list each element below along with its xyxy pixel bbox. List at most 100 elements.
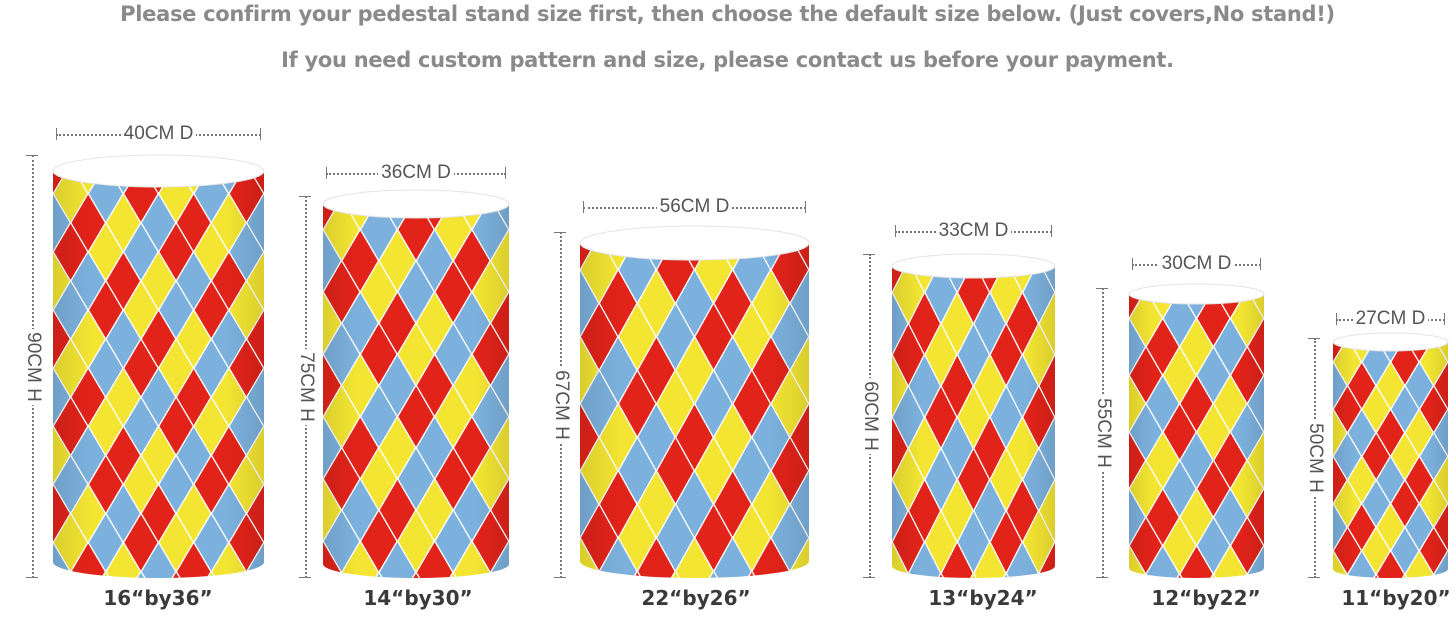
pattern-diamond — [1449, 292, 1455, 337]
pattern-diamond — [1056, 512, 1087, 572]
cylinder-top — [891, 253, 1056, 279]
pedestal-cover-5 — [1128, 283, 1265, 578]
diameter-dimension: 30CM D — [1132, 253, 1261, 275]
diameter-label: 56CM D — [656, 196, 733, 218]
pattern-diamond — [300, 107, 333, 163]
height-dimension: 90CM H — [22, 155, 44, 578]
dimension-cap — [326, 167, 327, 179]
pattern-diamond — [1265, 405, 1297, 460]
pattern-diamond — [510, 386, 545, 446]
pattern-diamond — [848, 572, 884, 617]
pattern-diamond — [529, 168, 564, 228]
dimension-cap — [805, 201, 806, 213]
pattern-diamond — [510, 324, 545, 384]
diameter-dimension: 56CM D — [583, 196, 806, 218]
height-dimension: 75CM H — [295, 196, 317, 578]
pattern-diamond — [543, 170, 579, 235]
pedestal-cover-2 — [322, 189, 510, 578]
pattern-diamond — [510, 449, 545, 509]
pattern-diamond — [1089, 574, 1120, 617]
pattern-diamond — [265, 107, 298, 163]
dimension-cap — [1260, 258, 1261, 270]
pattern-diamond — [1449, 434, 1455, 479]
pattern-diamond — [1056, 387, 1087, 447]
dimension-cap — [1336, 313, 1337, 325]
pattern-diamond — [1096, 575, 1128, 617]
size-option-label: 16“by36” — [103, 586, 213, 610]
pattern-diamond — [860, 200, 891, 260]
diameter-dimension: 33CM D — [895, 220, 1052, 242]
pattern-diamond — [771, 572, 808, 578]
pattern-diamond — [1089, 200, 1120, 260]
height-label: 55CM H — [1092, 395, 1114, 471]
pattern-diamond — [543, 572, 579, 617]
dimension-cap — [1444, 313, 1445, 325]
pattern-diamond — [300, 573, 333, 617]
dimension-cap — [299, 577, 311, 578]
dimension-cap — [1096, 577, 1108, 578]
dimension-cap — [583, 201, 584, 213]
pattern-diamond — [1056, 200, 1087, 260]
height-dimension: 60CM H — [859, 254, 881, 578]
cylinder-top — [52, 154, 265, 188]
pattern-diamond — [265, 514, 298, 570]
dimension-cap — [505, 167, 506, 179]
height-label: 90CM H — [22, 328, 44, 405]
height-label: 60CM H — [859, 378, 881, 454]
pedestal-cover-6 — [1332, 332, 1449, 578]
dimension-cap — [260, 128, 261, 140]
pattern-diamond — [810, 505, 846, 570]
pattern-diamond — [1056, 325, 1087, 385]
pattern-diamond — [287, 137, 322, 197]
pattern-diamond — [510, 573, 545, 617]
dimension-cap — [554, 577, 566, 578]
harlequin-cylinder — [1128, 283, 1265, 578]
pattern-diamond — [547, 573, 582, 617]
pattern-diamond — [265, 340, 298, 396]
pattern-diamond — [581, 572, 618, 578]
cylinder-top — [1128, 283, 1265, 305]
pattern-diamond — [1265, 518, 1297, 573]
diameter-label: 33CM D — [935, 220, 1012, 242]
dimension-cap — [863, 254, 875, 255]
diameter-label: 40CM D — [120, 123, 197, 145]
pattern-diamond — [860, 574, 891, 617]
size-option-label: 13“by24” — [928, 586, 1038, 610]
pattern-diamond — [510, 262, 545, 322]
height-label: 75CM H — [295, 349, 317, 425]
size-option-label: 22“by26” — [641, 586, 751, 610]
pattern-diamond — [1299, 234, 1331, 289]
size-option-label: 11“by20” — [1341, 586, 1451, 610]
pedestal-cover-1 — [52, 154, 265, 578]
pattern-diamond — [1449, 481, 1455, 526]
pattern-diamond — [510, 511, 545, 571]
pattern-diamond — [287, 573, 322, 617]
dimension-cap — [554, 232, 566, 233]
dimension-cap — [895, 225, 896, 237]
height-label: 50CM H — [1304, 420, 1326, 496]
pattern-diamond — [265, 573, 298, 617]
dimension-cap — [1308, 338, 1320, 339]
harlequin-cylinder — [1332, 332, 1449, 578]
pattern-diamond — [1056, 262, 1087, 322]
pattern-diamond — [1265, 234, 1297, 289]
dimension-cap — [1096, 288, 1108, 289]
diameter-dimension: 36CM D — [326, 162, 506, 184]
pattern-diamond — [1449, 339, 1455, 384]
harlequin-cylinder — [579, 225, 810, 578]
harlequin-cylinder — [891, 253, 1056, 578]
height-dimension: 55CM H — [1092, 288, 1114, 578]
pattern-diamond — [810, 438, 846, 503]
pattern-diamond — [1265, 348, 1297, 403]
pattern-diamond — [810, 371, 846, 436]
height-dimension: 67CM H — [550, 232, 572, 578]
pattern-diamond — [848, 170, 884, 235]
pattern-diamond — [547, 137, 582, 197]
cylinder-top — [579, 225, 810, 261]
dimension-cap — [863, 577, 875, 578]
harlequin-cylinder — [322, 189, 510, 578]
pedestal-cover-3 — [579, 225, 810, 578]
pattern-diamond — [810, 572, 846, 617]
pattern-diamond — [510, 199, 545, 259]
dimension-cap — [1132, 258, 1133, 270]
